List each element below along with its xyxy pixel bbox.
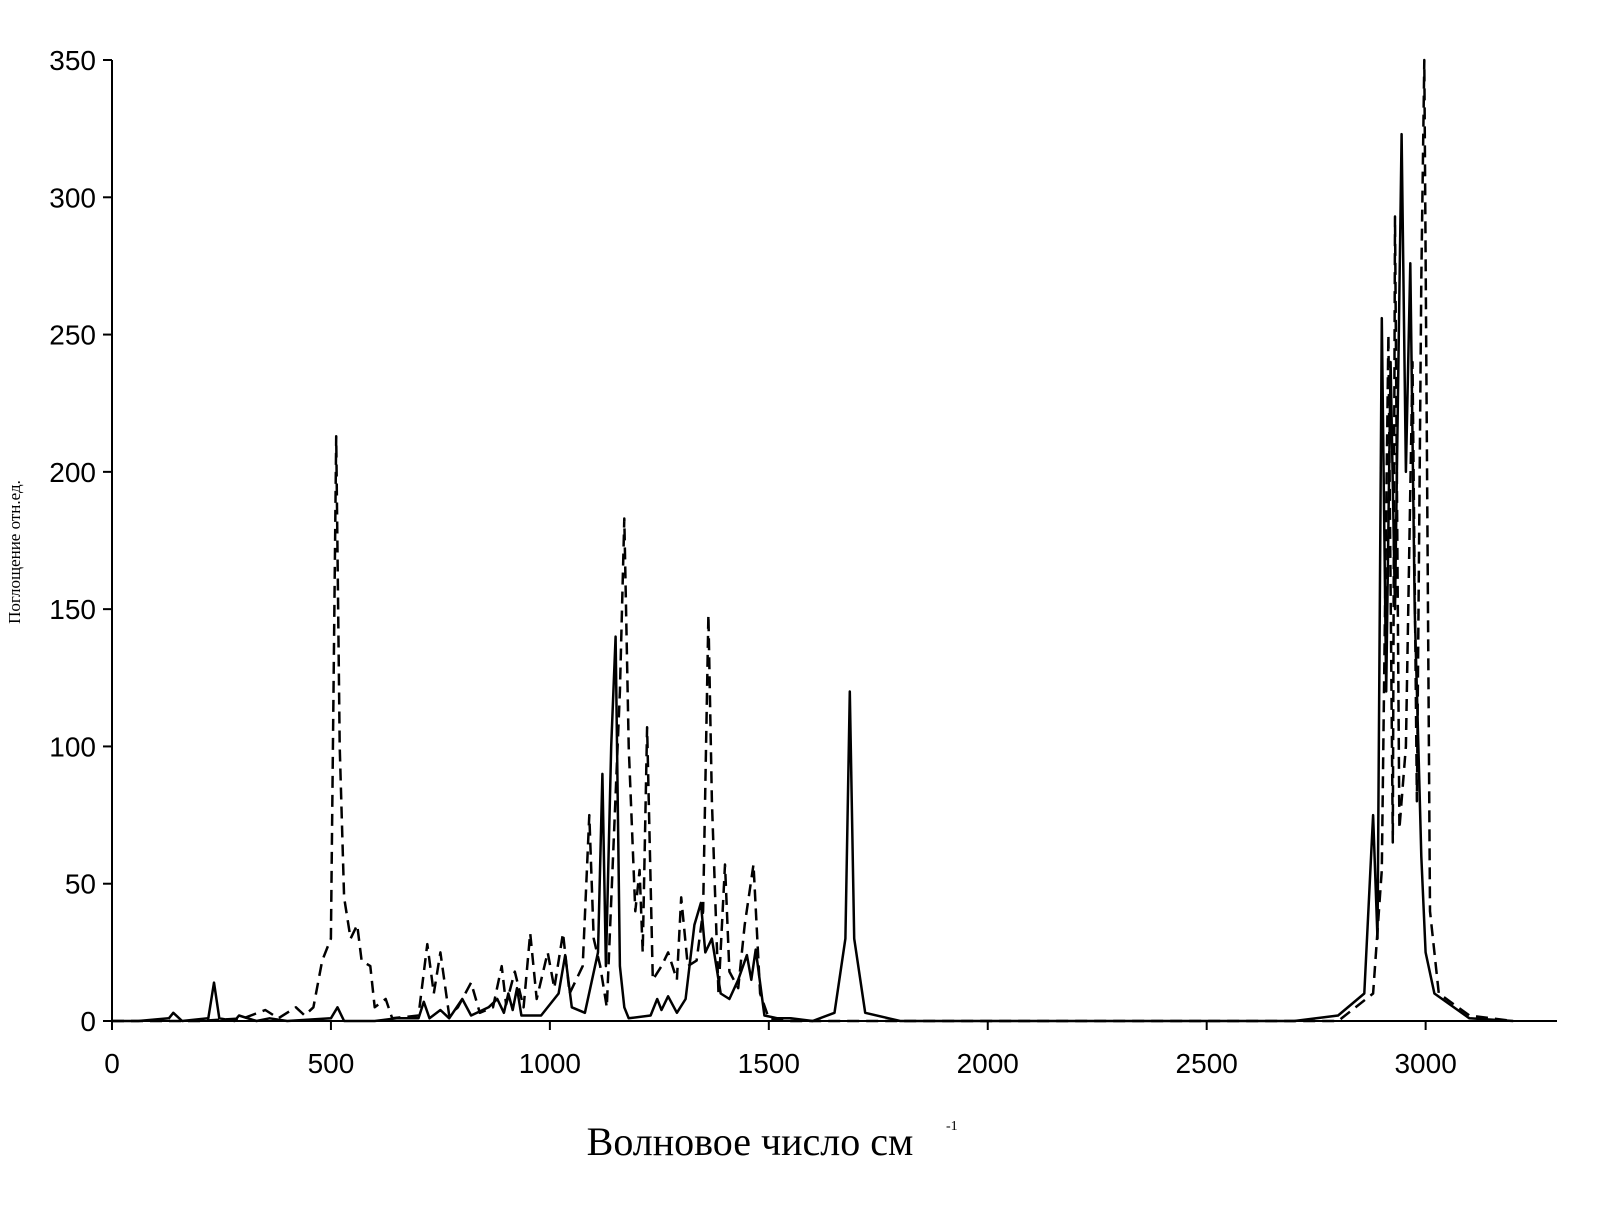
y-tick-label: 150 (49, 594, 96, 625)
y-axis-label: Поглощение отн.ед. (5, 480, 24, 624)
x-tick-label: 3000 (1394, 1048, 1456, 1079)
x-tick-label: 2500 (1176, 1048, 1238, 1079)
y-tick-label: 0 (80, 1006, 96, 1037)
y-tick-label: 250 (49, 320, 96, 351)
x-tick-label: 500 (308, 1048, 355, 1079)
y-tick-label: 300 (49, 182, 96, 213)
x-tick-label: 2000 (957, 1048, 1019, 1079)
y-tick-label: 50 (65, 869, 96, 900)
x-axis-label-sup: -1 (946, 1119, 958, 1134)
x-tick-label: 0 (104, 1048, 120, 1079)
x-tick-label: 1500 (738, 1048, 800, 1079)
spectrum-line (112, 132, 1514, 1023)
x-tick-label: 1000 (519, 1048, 581, 1079)
x-axis-label: Волновое число см (587, 1119, 914, 1164)
spectrum-line (112, 58, 1514, 1023)
y-tick-label: 200 (49, 457, 96, 488)
y-tick-label: 350 (49, 45, 96, 76)
y-tick-label: 100 (49, 731, 96, 762)
